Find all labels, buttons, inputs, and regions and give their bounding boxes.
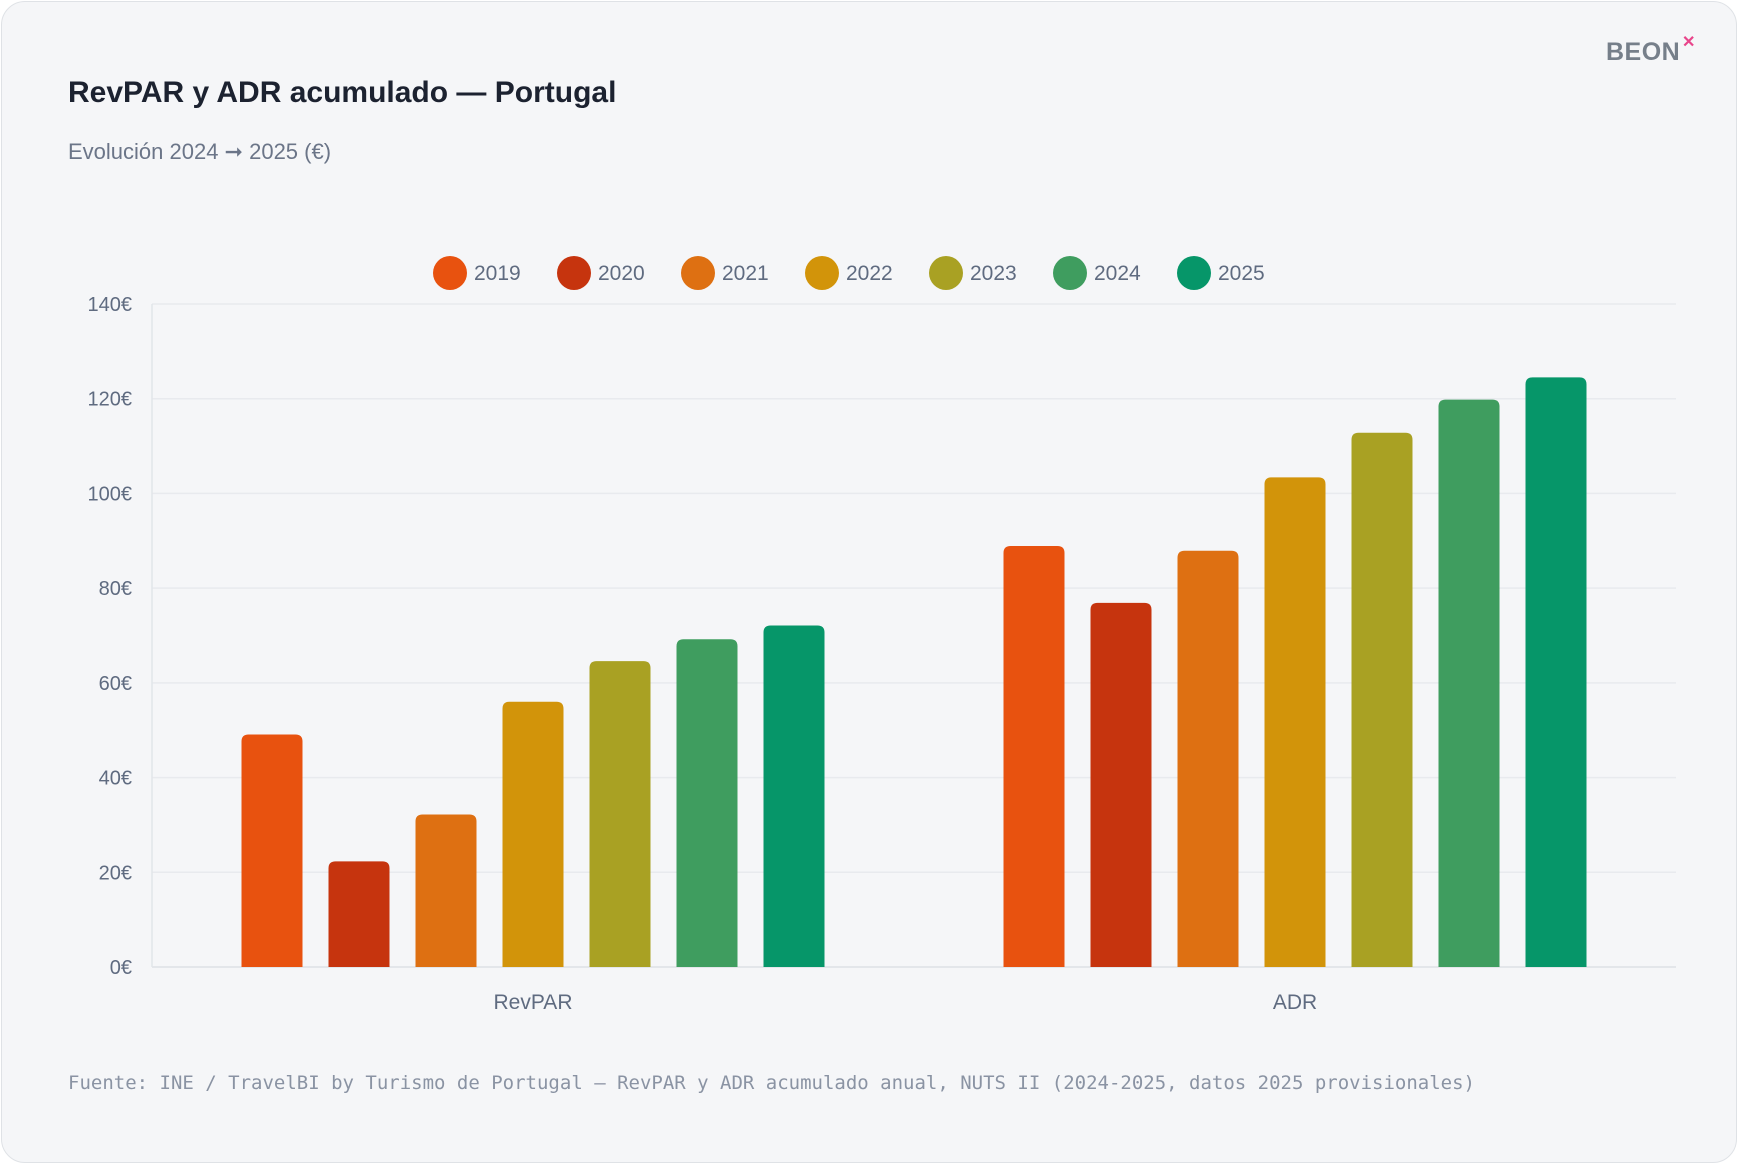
y-tick-label: 60€ [99, 673, 132, 695]
chart-subtitle: Evolución 2024 ➞ 2025 (€) [68, 139, 332, 164]
y-tick-label: 20€ [99, 862, 132, 884]
y-tick-label: 0€ [110, 957, 132, 979]
legend-swatch-2024 [1053, 256, 1087, 290]
bar-adr-2025 [1525, 377, 1587, 967]
x-tick-label: RevPAR [494, 991, 573, 1014]
bar-revpar-2024 [676, 639, 738, 967]
legend-swatch-2022 [805, 256, 839, 290]
legend-swatch-2025 [1177, 256, 1211, 290]
legend-swatch-2019 [433, 256, 467, 290]
legend-label-2019: 2019 [474, 262, 521, 285]
y-tick-label: 120€ [88, 389, 133, 411]
source-note: Fuente: INE / TravelBI by Turismo de Por… [68, 1072, 1475, 1094]
legend-label-2025: 2025 [1218, 262, 1265, 285]
bar-adr-2023 [1351, 432, 1413, 968]
bar-adr-2022 [1264, 477, 1326, 967]
bar-revpar-2023 [589, 661, 651, 967]
legend-label-2022: 2022 [846, 262, 893, 285]
bar-revpar-2019 [241, 734, 303, 967]
bar-adr-2024 [1438, 399, 1500, 967]
bar-adr-2021 [1177, 550, 1239, 967]
chart-title: RevPAR y ADR acumulado — Portugal [68, 76, 617, 109]
bar-adr-2020 [1090, 602, 1152, 967]
legend-label-2020: 2020 [598, 262, 645, 285]
legend-swatch-2021 [681, 256, 715, 290]
legend-label-2023: 2023 [970, 262, 1017, 285]
bar-adr-2019 [1003, 545, 1065, 967]
beonx-logo: BEON ✕ [1606, 34, 1696, 66]
legend-swatch-2023 [929, 256, 963, 290]
legend-label-2024: 2024 [1094, 262, 1141, 285]
y-tick-label: 140€ [88, 294, 133, 316]
bar-revpar-2020 [328, 861, 390, 967]
legend-swatch-2020 [557, 256, 591, 290]
legend-label-2021: 2021 [722, 262, 769, 285]
y-tick-label: 40€ [99, 768, 132, 790]
y-tick-label: 100€ [88, 483, 133, 505]
y-tick-label: 80€ [99, 578, 132, 600]
bar-revpar-2021 [415, 814, 477, 967]
x-tick-label: ADR [1273, 991, 1317, 1014]
bar-revpar-2025 [763, 625, 825, 967]
bar-revpar-2022 [502, 701, 564, 967]
